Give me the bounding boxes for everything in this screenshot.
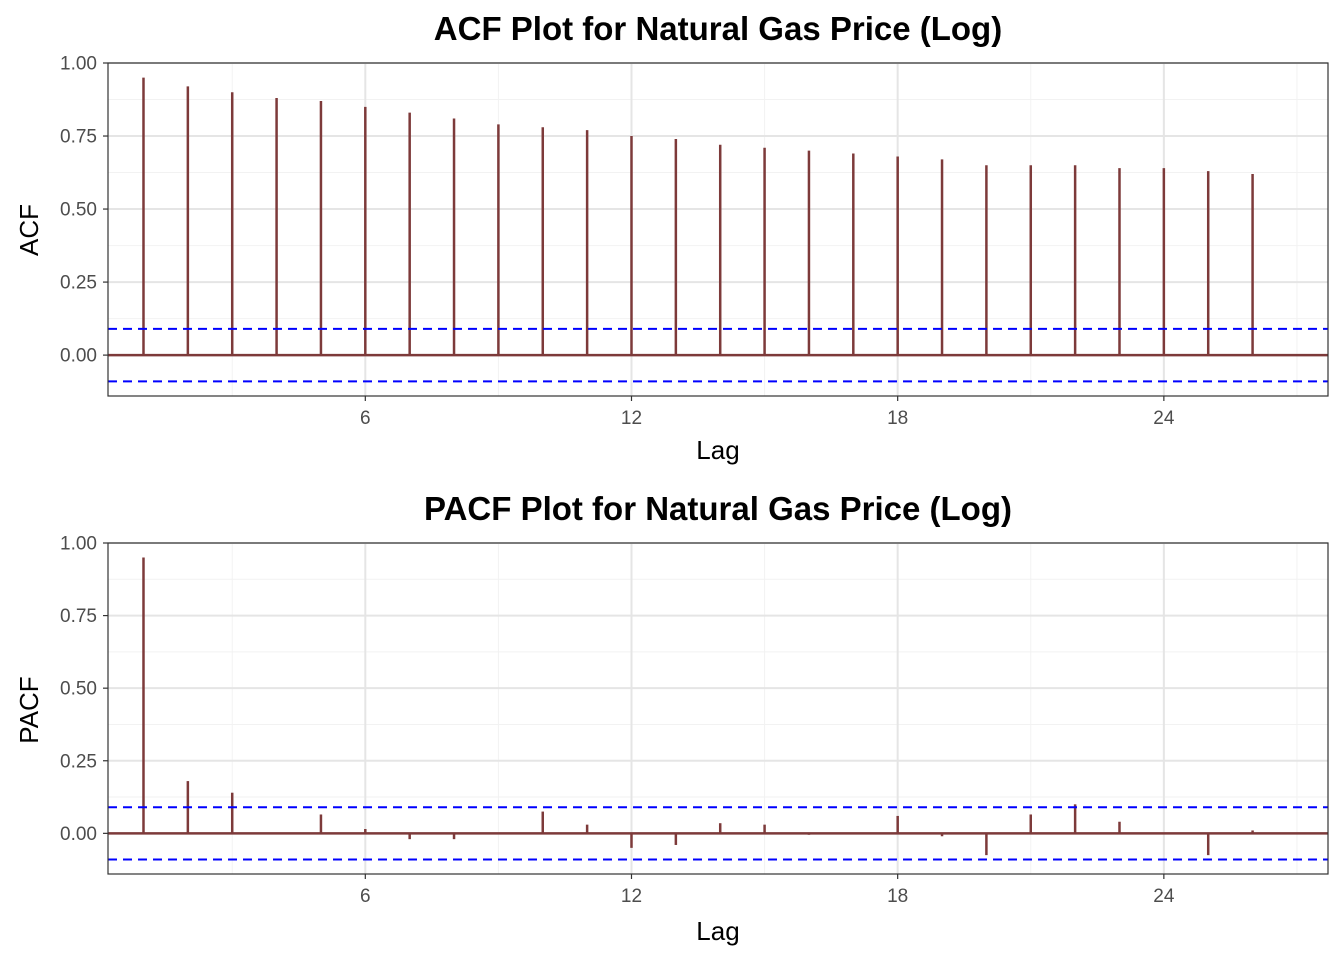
acf-x-tick-label: 24 <box>1153 408 1175 429</box>
pacf-panel-border <box>107 542 1329 875</box>
acf-title: ACF Plot for Natural Gas Price (Log) <box>434 10 1002 47</box>
acf-x-tick-label: 18 <box>887 408 908 429</box>
acf-panel-border <box>107 62 1329 397</box>
acf-y-tick-label: 1.00 <box>60 54 97 75</box>
pacf-x-tick-label: 6 <box>360 886 371 907</box>
acf-y-axis-title: ACF <box>14 204 44 256</box>
acf-y-tick-label: 0.25 <box>60 273 97 294</box>
acf-x-tick-label: 6 <box>360 408 371 429</box>
pacf-plot-background <box>108 543 1328 874</box>
pacf-y-tick-label: 0.00 <box>60 824 97 845</box>
acf-x-axis-title: Lag <box>696 435 739 465</box>
pacf-title: PACF Plot for Natural Gas Price (Log) <box>424 490 1012 527</box>
pacf-x-tick-label: 24 <box>1153 886 1175 907</box>
pacf-y-tick-label: 0.75 <box>60 606 97 627</box>
pacf-x-tick-label: 12 <box>621 886 642 907</box>
acf-y-tick-label: 0.75 <box>60 127 97 148</box>
acf-plot-background <box>108 63 1328 396</box>
pacf-y-axis-title: PACF <box>14 676 44 743</box>
pacf-panel: PACF Plot for Natural Gas Price (Log) La… <box>14 490 1329 946</box>
pacf-x-axis-title: Lag <box>696 916 739 946</box>
pacf-y-tick-label: 1.00 <box>60 534 97 555</box>
acf-x-tick-label: 12 <box>621 408 642 429</box>
pacf-x-tick-label: 18 <box>887 886 908 907</box>
pacf-y-tick-label: 0.25 <box>60 751 97 772</box>
acf-y-tick-label: 0.00 <box>60 346 97 367</box>
acf-panel: ACF Plot for Natural Gas Price (Log) Lag… <box>14 10 1329 465</box>
acf-y-tick-label: 0.50 <box>60 200 97 221</box>
pacf-y-tick-label: 0.50 <box>60 679 97 700</box>
